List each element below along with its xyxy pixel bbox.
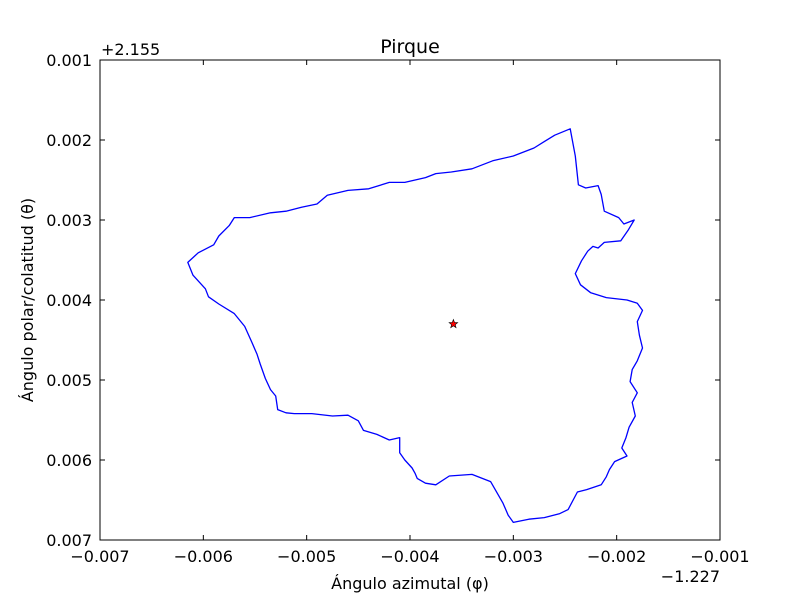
y-tick-label: 0.007: [46, 531, 92, 550]
y-tick-label: 0.005: [46, 371, 92, 390]
x-tick-label: −0.005: [277, 547, 336, 566]
center-marker: [448, 318, 459, 329]
y-offset-label: +2.155: [101, 40, 160, 59]
x-tick-label: −0.002: [587, 547, 646, 566]
y-tick-label: 0.002: [46, 131, 92, 150]
chart-title: Pirque: [380, 36, 440, 58]
x-tick-label: −0.003: [484, 547, 543, 566]
y-tick-label: 0.003: [46, 211, 92, 230]
y-tick-label: 0.004: [46, 291, 92, 310]
plot-area: [187, 128, 644, 524]
x-tick-label: −0.007: [70, 547, 129, 566]
x-tick-label: −0.001: [690, 547, 749, 566]
x-axis-title: Ángulo azimutal (φ): [331, 574, 489, 593]
x-axis: −0.007 −0.006 −0.005 −0.004 −0.003 −0.002 −0.0…: [70, 60, 750, 566]
x-tick-label: −0.004: [380, 547, 439, 566]
y-tick-label: 0.001: [46, 51, 92, 70]
y-axis-title: Ángulo polar/colatitud (θ): [18, 198, 37, 402]
boundary-line: [187, 128, 644, 524]
x-tick-label: −0.006: [174, 547, 233, 566]
x-offset-label: −1.227: [661, 567, 720, 586]
y-axis: 0.001 0.002 0.003 0.004 0.005 0.006 0.007: [46, 51, 720, 550]
y-tick-label: 0.006: [46, 451, 92, 470]
